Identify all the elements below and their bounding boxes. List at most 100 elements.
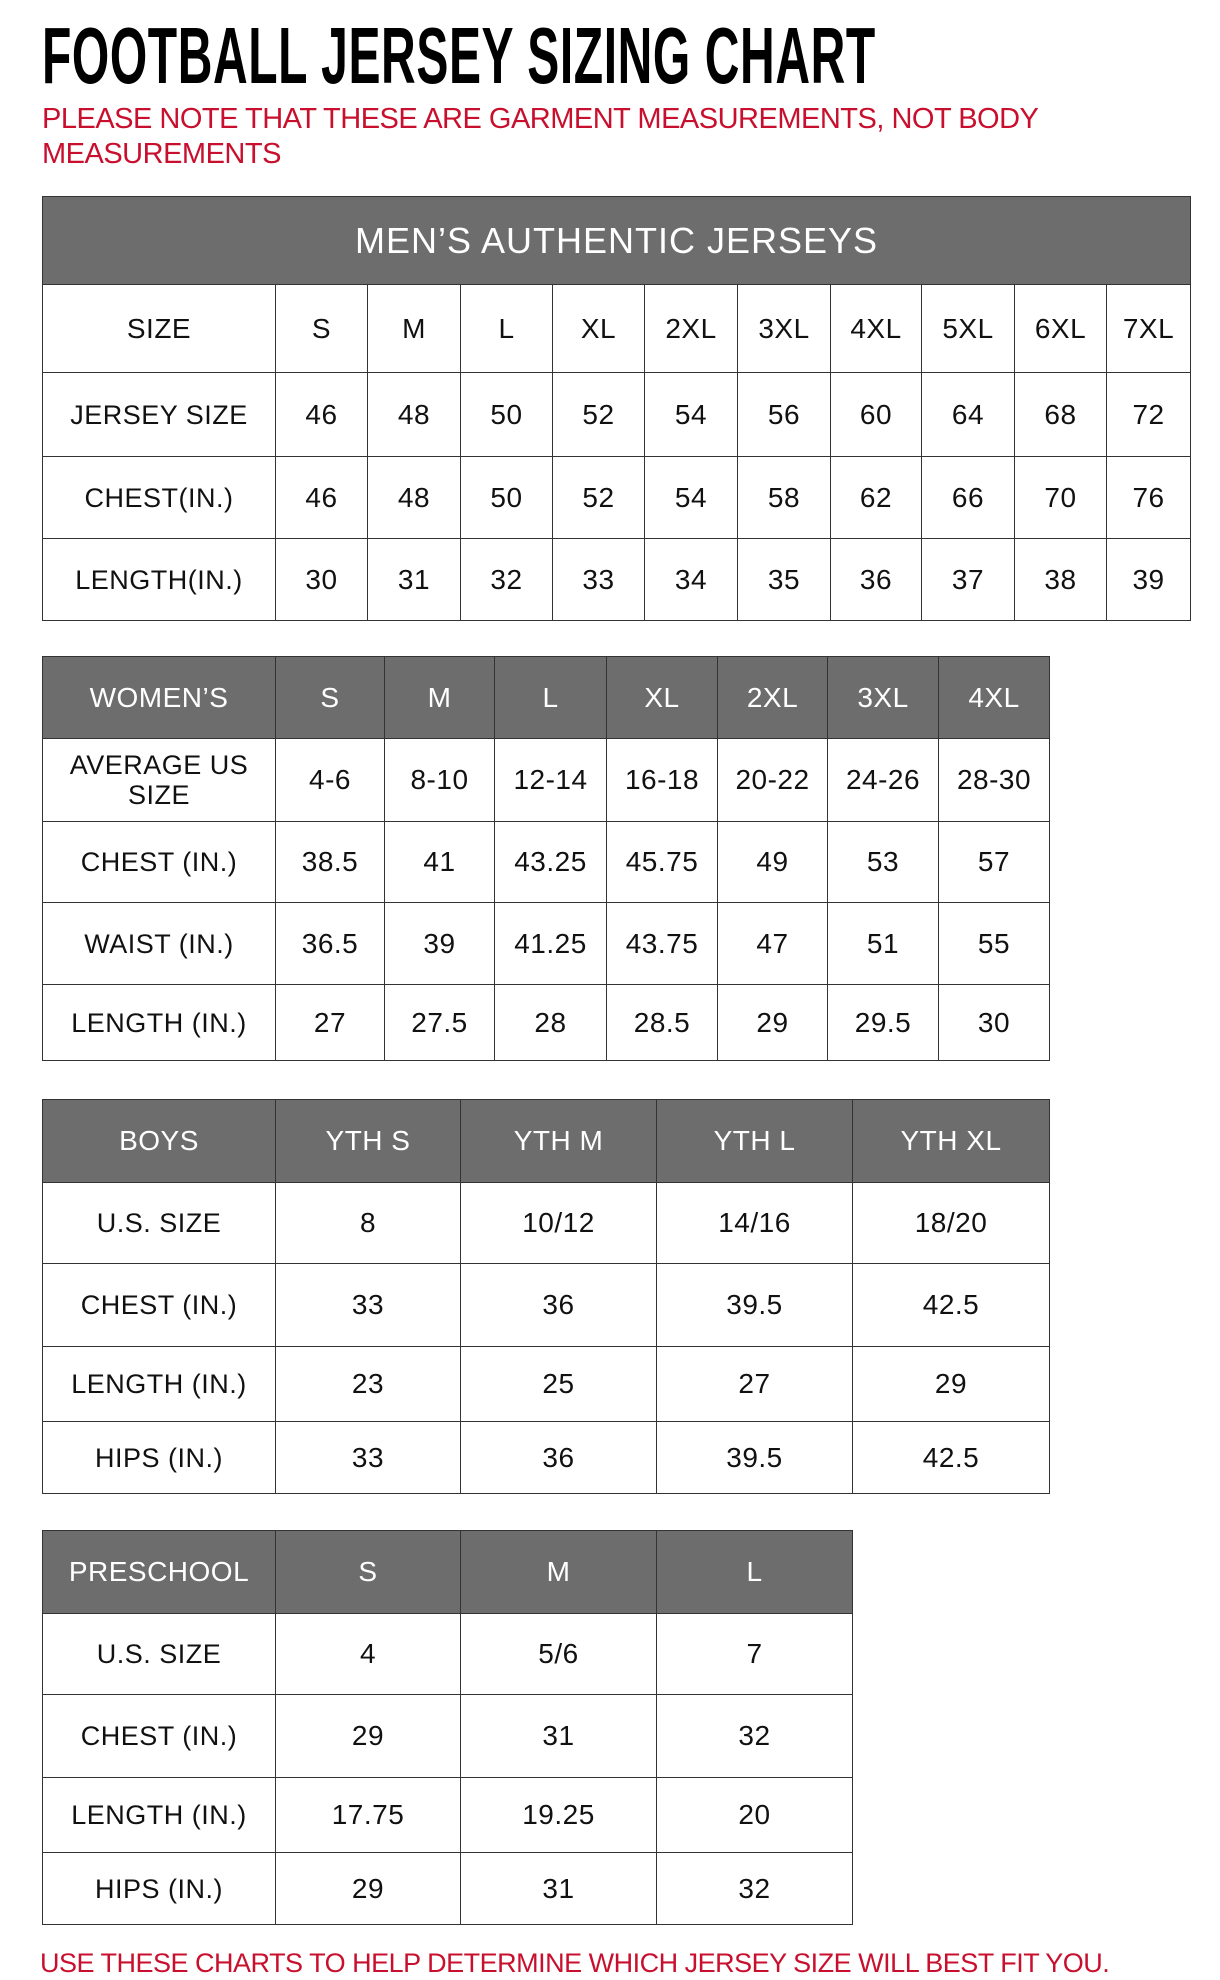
measurement-value: 55 [938, 902, 1050, 985]
measurement-value: 31 [460, 1852, 657, 1925]
size-column-header: M [460, 1530, 657, 1614]
measurement-value: 36.5 [275, 902, 385, 985]
measurement-label: AVERAGE US SIZE [42, 738, 276, 822]
table-row: CHEST (IN.) 29 31 32 [42, 1694, 853, 1778]
measurement-value: 7 [656, 1613, 853, 1695]
measurement-value: 31 [367, 538, 461, 621]
measurement-value: 39 [384, 902, 495, 985]
measurement-value: 28-30 [938, 738, 1050, 822]
row-header-label: SIZE [42, 284, 276, 373]
size-column-header: YTH S [275, 1099, 461, 1183]
measurement-value: 36 [830, 538, 922, 621]
measurement-value: 49 [717, 821, 828, 903]
row-header-label: BOYS [42, 1099, 276, 1183]
preschool-header-row: PRESCHOOL S M L [42, 1530, 853, 1614]
preschool-size-table: PRESCHOOL S M L U.S. SIZE 4 5/6 7 CHEST (IN.) 29 3… [42, 1530, 853, 1925]
size-column-header: 5XL [921, 284, 1015, 373]
measurement-value: 50 [460, 372, 553, 457]
measurement-value: 54 [644, 372, 738, 457]
measurement-value: 66 [921, 456, 1015, 539]
measurement-value: 16-18 [606, 738, 718, 822]
size-column-header: M [384, 656, 495, 739]
measurement-value: 8-10 [384, 738, 495, 822]
measurement-value: 41 [384, 821, 495, 903]
measurement-value: 17.75 [275, 1777, 461, 1853]
measurement-value: 36 [460, 1263, 657, 1347]
size-column-header: L [460, 284, 553, 373]
measurement-value: 42.5 [852, 1421, 1050, 1494]
measurement-value: 42.5 [852, 1263, 1050, 1347]
measurement-label: CHEST(IN.) [42, 456, 276, 539]
measurement-value: 56 [737, 372, 831, 457]
measurement-value: 52 [552, 372, 645, 457]
table-row: AVERAGE US SIZE 4-6 8-10 12-14 16-18 20-22 24-… [42, 738, 1050, 822]
footer-note: USE THESE CHARTS TO HELP DETERMINE WHICH… [40, 1948, 1110, 1978]
measurement-value: 4 [275, 1613, 461, 1695]
page-title: FOOTBALL JERSEY SIZING CHART [42, 11, 876, 100]
measurement-value: 29 [852, 1346, 1050, 1422]
measurement-value: 4-6 [275, 738, 385, 822]
measurement-value: 46 [275, 372, 368, 457]
measurement-value: 39.5 [656, 1421, 853, 1494]
womens-size-table: WOMEN’S S M L XL 2XL 3XL 4XL AVERAGE US SIZE 4-6 8… [42, 656, 1050, 1061]
boys-header-row: BOYS YTH S YTH M YTH L YTH XL [42, 1099, 1050, 1183]
measurement-label: HIPS (IN.) [42, 1421, 276, 1494]
measurement-label: CHEST (IN.) [42, 1263, 276, 1347]
measurement-value: 33 [552, 538, 645, 621]
size-column-header: M [367, 284, 461, 373]
size-column-header: L [494, 656, 607, 739]
table-row: CHEST (IN.) 33 36 39.5 42.5 [42, 1263, 1050, 1347]
size-column-header: YTH L [656, 1099, 853, 1183]
size-column-header: 6XL [1014, 284, 1107, 373]
measurement-value: 33 [275, 1263, 461, 1347]
table-row: WAIST (IN.) 36.5 39 41.25 43.75 47 51 55 [42, 902, 1050, 985]
measurement-value: 28 [494, 984, 607, 1061]
size-column-header: 4XL [938, 656, 1050, 739]
measurement-value: 38.5 [275, 821, 385, 903]
measurement-label: HIPS (IN.) [42, 1852, 276, 1925]
measurement-value: 20-22 [717, 738, 828, 822]
measurement-value: 32 [656, 1852, 853, 1925]
size-column-header: XL [606, 656, 718, 739]
measurement-value: 29 [717, 984, 828, 1061]
measurement-value: 52 [552, 456, 645, 539]
table-row: CHEST(IN.) 46 48 50 52 54 58 62 66 70 76 [42, 456, 1192, 539]
measurement-value: 28.5 [606, 984, 718, 1061]
garment-measurement-note: PLEASE NOTE THAT THESE ARE GARMENT MEASU… [42, 103, 1038, 170]
row-header-label: WOMEN’S [42, 656, 276, 739]
measurement-value: 47 [717, 902, 828, 985]
size-column-header: 7XL [1105, 284, 1192, 373]
measurement-value: 8 [275, 1182, 461, 1264]
measurement-value: 29 [275, 1694, 461, 1778]
measurement-value: 76 [1105, 456, 1192, 539]
measurement-value: 53 [827, 821, 939, 903]
measurement-value: 60 [830, 372, 922, 457]
measurement-value: 45.75 [606, 821, 718, 903]
measurement-value: 48 [367, 456, 461, 539]
measurement-value: 36 [460, 1421, 657, 1494]
measurement-value: 23 [275, 1346, 461, 1422]
measurement-value: 29.5 [827, 984, 939, 1061]
measurement-value: 27 [656, 1346, 853, 1422]
size-column-header: XL [552, 284, 645, 373]
measurement-value: 39.5 [656, 1263, 853, 1347]
measurement-value: 12-14 [494, 738, 607, 822]
table-row: HIPS (IN.) 33 36 39.5 42.5 [42, 1421, 1050, 1494]
measurement-value: 46 [275, 456, 368, 539]
measurement-value: 24-26 [827, 738, 939, 822]
measurement-value: 35 [737, 538, 831, 621]
measurement-value: 32 [460, 538, 553, 621]
measurement-value: 18/20 [852, 1182, 1050, 1264]
measurement-value: 19.25 [460, 1777, 657, 1853]
measurement-value: 31 [460, 1694, 657, 1778]
measurement-label: LENGTH (IN.) [42, 1777, 276, 1853]
measurement-value: 32 [656, 1694, 853, 1778]
measurement-value: 57 [938, 821, 1050, 903]
mens-header-row: SIZE S M L XL 2XL 3XL 4XL 5XL 6XL 7XL [42, 284, 1192, 373]
measurement-value: 43.75 [606, 902, 718, 985]
measurement-value: 20 [656, 1777, 853, 1853]
measurement-value: 48 [367, 372, 461, 457]
measurement-value: 68 [1014, 372, 1107, 457]
size-column-header: 2XL [644, 284, 738, 373]
measurement-label: JERSEY SIZE [42, 372, 276, 457]
